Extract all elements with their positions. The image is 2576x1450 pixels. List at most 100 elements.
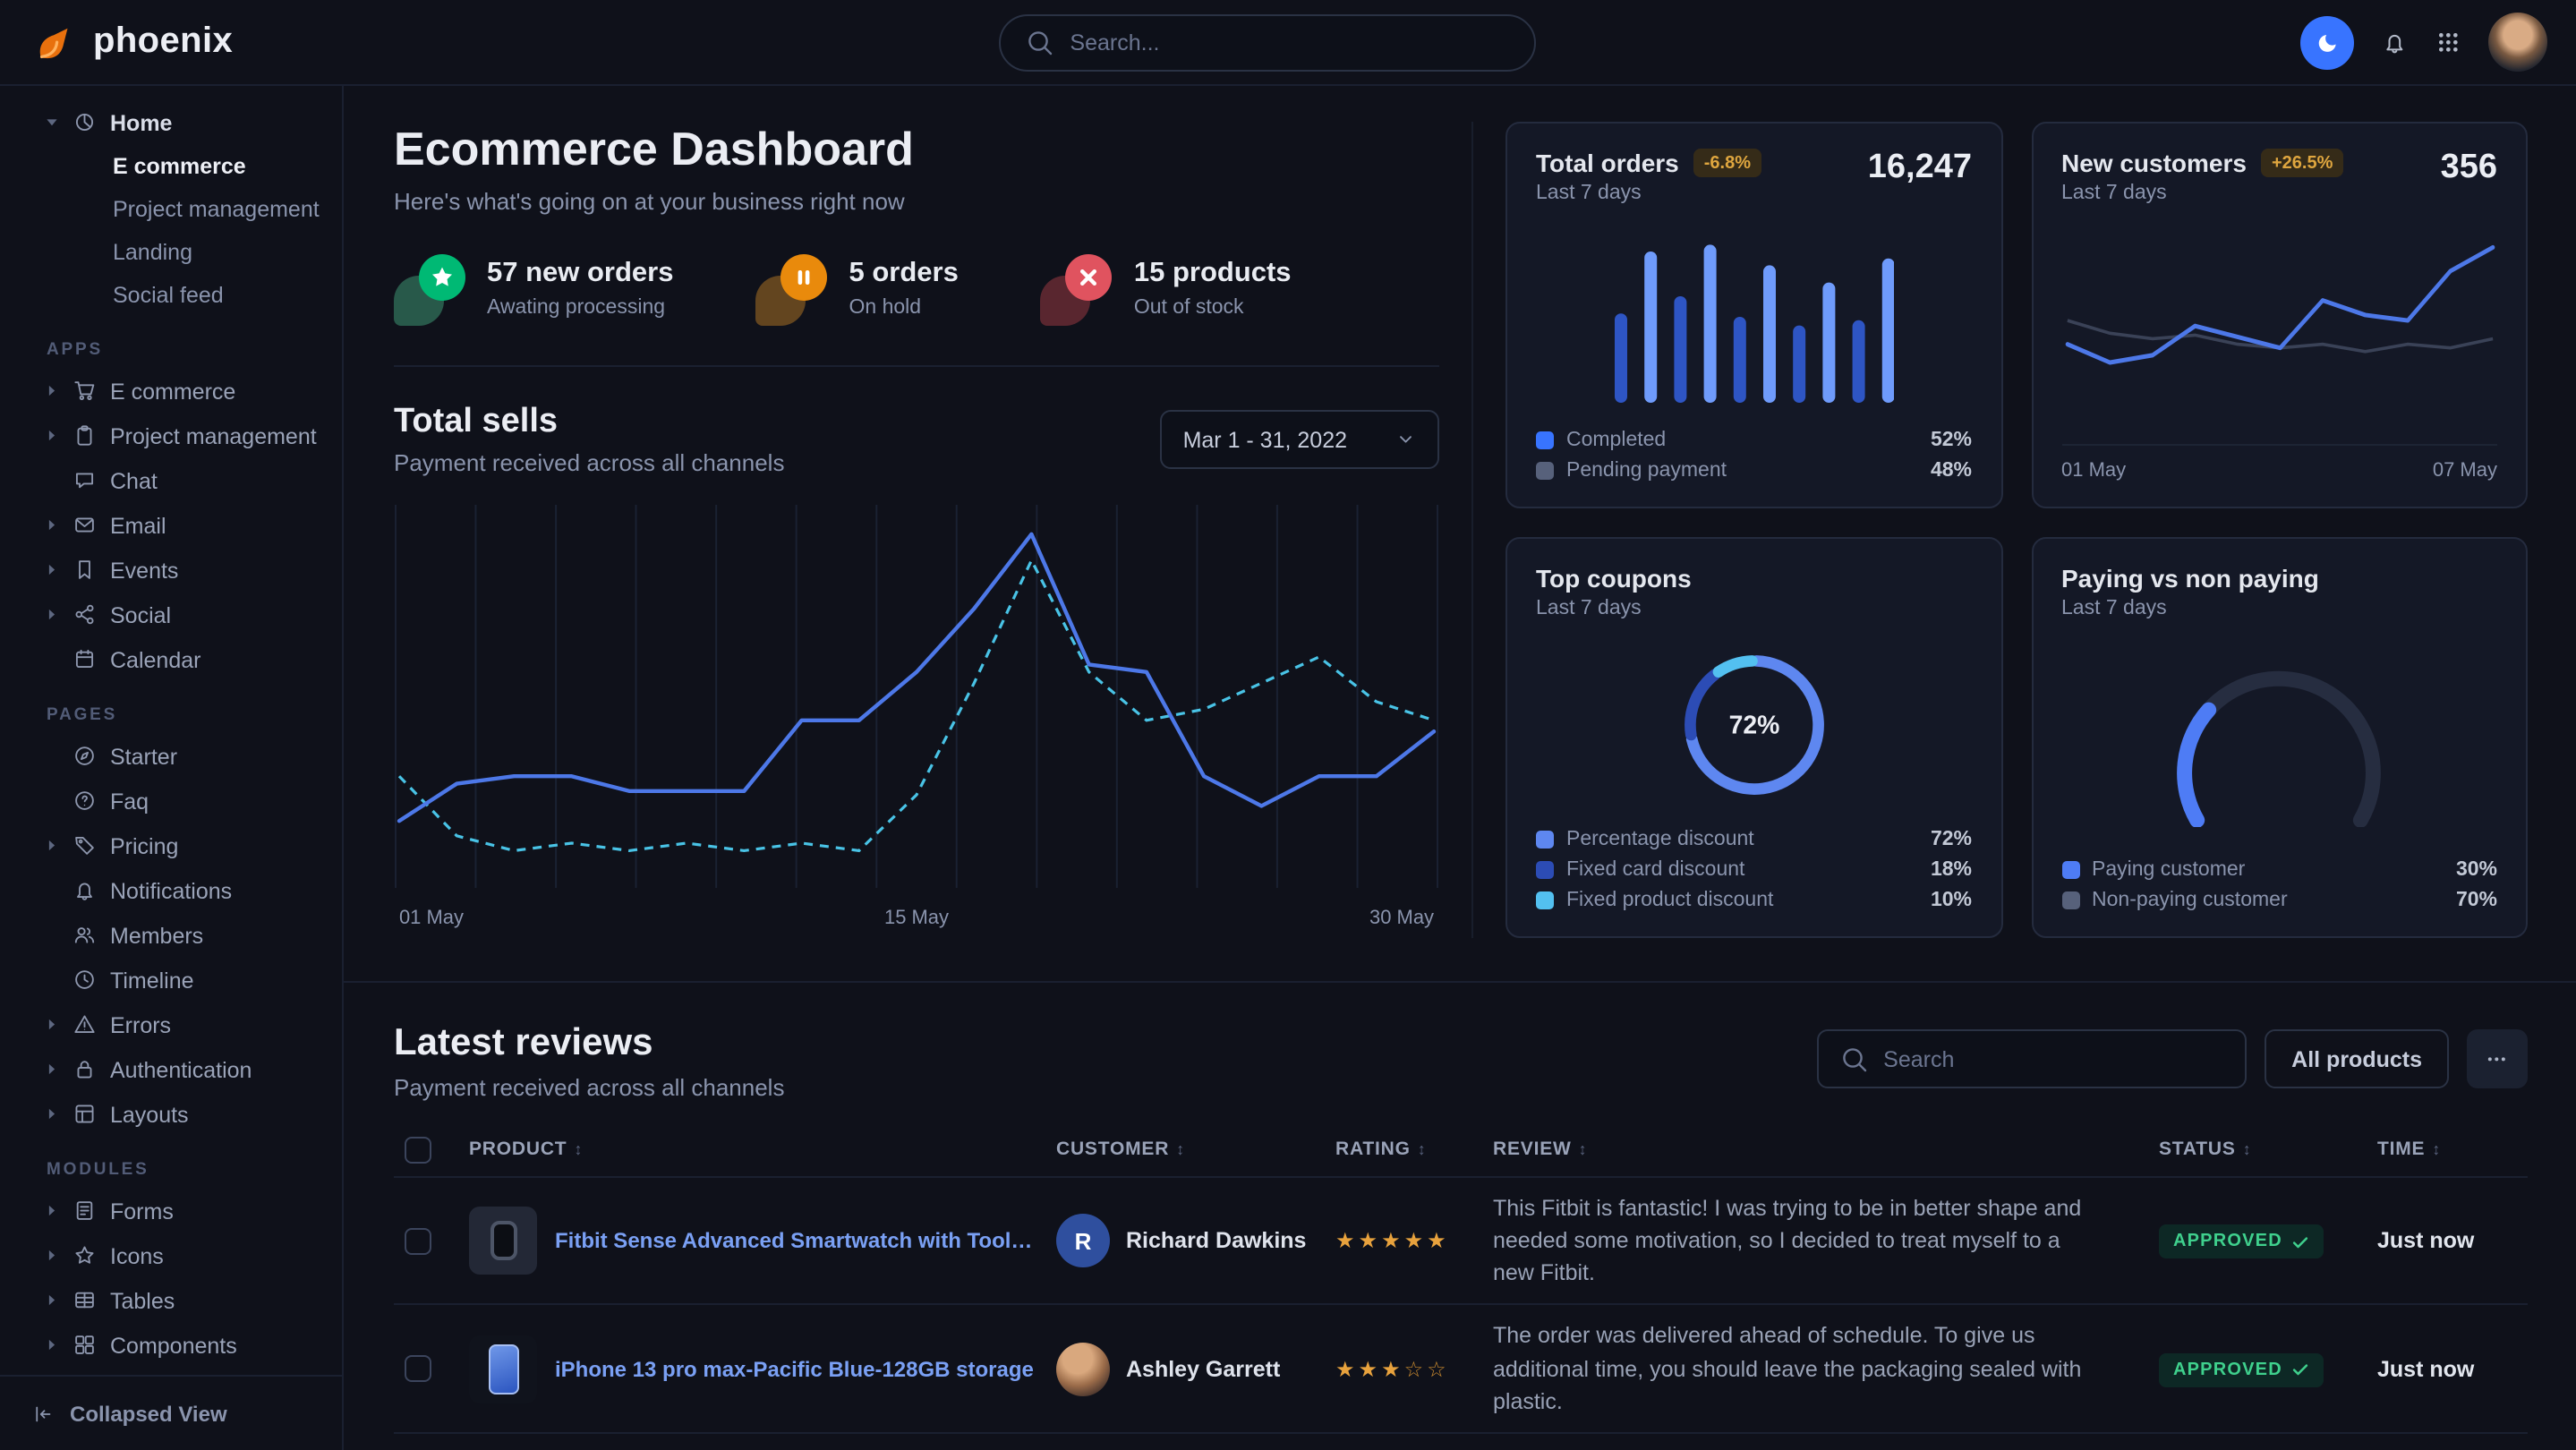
sidebar-item-label: Tables xyxy=(110,1288,175,1313)
sidebar-subitem-e-commerce[interactable]: E commerce xyxy=(0,145,342,188)
topbar-actions xyxy=(2301,13,2547,72)
table-icon xyxy=(73,1290,96,1312)
star-filled-icon: ★ xyxy=(1381,1228,1404,1253)
product-link[interactable]: Fitbit Sense Advanced Smartwatch with To… xyxy=(555,1228,1042,1253)
sidebar-item-faq[interactable]: Faq xyxy=(0,779,342,823)
column-header-customer[interactable]: CUSTOMER↕ xyxy=(1056,1139,1321,1160)
brand[interactable]: phoenix xyxy=(32,19,233,65)
sidebar-item-icons[interactable]: Icons xyxy=(0,1233,342,1278)
date-range-select[interactable]: Mar 1 - 31, 2022 xyxy=(1160,410,1439,469)
global-search[interactable] xyxy=(998,13,1535,71)
star-filled-icon: ★ xyxy=(1359,1356,1382,1381)
legend-value: 72% xyxy=(1931,829,1972,850)
reviews-header: Latest reviews Payment received across a… xyxy=(394,1022,2528,1101)
review-text: This Fitbit is fantastic! I was trying t… xyxy=(1493,1192,2145,1290)
sidebar-item-timeline[interactable]: Timeline xyxy=(0,958,342,1002)
notifications-button[interactable] xyxy=(2384,30,2408,55)
column-header-time[interactable]: TIME↕ xyxy=(2377,1139,2528,1160)
sidebar-item-tables[interactable]: Tables xyxy=(0,1278,342,1323)
sidebar-item-layouts[interactable]: Layouts xyxy=(0,1092,342,1137)
stat-out-of-stock: 15 productsOut of stock xyxy=(1041,254,1292,326)
new-customers-title: New customers xyxy=(2061,149,2247,177)
column-header-review[interactable]: REVIEW↕ xyxy=(1493,1139,2145,1160)
status-badge: APPROVED xyxy=(2159,1352,2324,1386)
sidebar-item-starter[interactable]: Starter xyxy=(0,734,342,779)
sidebar-item-label: Starter xyxy=(110,744,177,769)
stat-on-hold: 5 ordersOn hold xyxy=(756,254,959,326)
brand-name: phoenix xyxy=(93,21,233,63)
star-filled-icon: ★ xyxy=(1359,1228,1382,1253)
row-checkbox[interactable] xyxy=(405,1227,431,1254)
row-checkbox[interactable] xyxy=(405,1355,431,1382)
user-avatar-button[interactable] xyxy=(2488,13,2547,72)
layout-icon xyxy=(73,1104,96,1126)
product-link[interactable]: iPhone 13 pro max-Pacific Blue-128GB sto… xyxy=(555,1356,1034,1381)
sidebar-subitem-social-feed[interactable]: Social feed xyxy=(0,274,342,317)
star-filled-icon: ★ xyxy=(1335,1228,1359,1253)
sidebar-item-label: Members xyxy=(110,923,203,948)
stat-value: 15 products xyxy=(1134,258,1292,290)
stat-text: 15 productsOut of stock xyxy=(1134,258,1292,322)
components-icon xyxy=(73,1335,96,1357)
sidebar-item-authentication[interactable]: Authentication xyxy=(0,1047,342,1092)
sidebar-item-notifications[interactable]: Notifications xyxy=(0,868,342,913)
select-all-checkbox[interactable] xyxy=(405,1136,431,1163)
legend-swatch xyxy=(1536,861,1554,879)
theme-toggle-button[interactable] xyxy=(2301,15,2355,69)
coupons-legend: Percentage discount72%Fixed card discoun… xyxy=(1536,829,1972,911)
sidebar-item-chat[interactable]: Chat xyxy=(0,458,342,503)
more-options-button[interactable] xyxy=(2467,1029,2528,1088)
star-filled-icon: ★ xyxy=(1404,1228,1428,1253)
collapsed-view-toggle[interactable]: Collapsed View xyxy=(0,1375,342,1450)
sidebar-item-label: Icons xyxy=(110,1243,164,1268)
sidebar-item-components[interactable]: Components xyxy=(0,1323,342,1368)
sidebar-item-project-management[interactable]: Project management xyxy=(0,414,342,458)
sidebar-item-forms[interactable]: Forms xyxy=(0,1189,342,1233)
legend-value: 52% xyxy=(1931,430,1972,451)
sidebar-item-email[interactable]: Email xyxy=(0,503,342,548)
sort-icon: ↕ xyxy=(1418,1140,1427,1158)
sidebar-item-errors[interactable]: Errors xyxy=(0,1002,342,1047)
sidebar-section-pages: PAGES xyxy=(47,705,342,725)
sidebar-item-members[interactable]: Members xyxy=(0,913,342,958)
sidebar-item-home[interactable]: Home xyxy=(0,100,342,145)
product-thumbnail xyxy=(469,1335,537,1403)
sidebar-subitem-project-management[interactable]: Project management xyxy=(0,188,342,231)
total-sells-subtitle: Payment received across all channels xyxy=(394,449,784,476)
apps-grid-button[interactable] xyxy=(2435,30,2460,55)
paying-title: Paying vs non paying xyxy=(2061,564,2319,593)
sidebar-item-social[interactable]: Social xyxy=(0,593,342,637)
sidebar-item-e-commerce[interactable]: E commerce xyxy=(0,369,342,414)
review-row: iPhone 13 pro max-Pacific Blue-128GB sto… xyxy=(394,1304,2528,1432)
sort-icon: ↕ xyxy=(574,1140,583,1158)
new-customers-axis: 01 May 07 May xyxy=(2061,444,2497,482)
column-header-rating[interactable]: RATING↕ xyxy=(1335,1139,1479,1160)
chevron-down-icon xyxy=(1394,429,1416,451)
legend-label: Fixed product discount xyxy=(1566,890,1773,911)
stat-icon-wrap xyxy=(394,254,465,326)
stat-text: 57 new ordersAwating processing xyxy=(487,258,674,322)
global-search-input[interactable] xyxy=(1070,30,1508,55)
product-thumbnail xyxy=(469,1207,537,1275)
sidebar-item-calendar[interactable]: Calendar xyxy=(0,637,342,682)
svg-text:30 May: 30 May xyxy=(1369,906,1434,928)
sidebar: HomeE commerceProject managementLandingS… xyxy=(0,86,344,1450)
sidebar-subitem-landing[interactable]: Landing xyxy=(0,231,342,274)
all-products-button[interactable]: All products xyxy=(2265,1029,2449,1088)
status-badge: APPROVED xyxy=(2159,1224,2324,1258)
page-title: Ecommerce Dashboard xyxy=(394,122,1439,177)
column-header-product[interactable]: PRODUCT↕ xyxy=(469,1139,1042,1160)
legend-value: 18% xyxy=(1931,859,1972,881)
total-orders-trend-badge: -6.8% xyxy=(1693,149,1761,177)
sidebar-item-events[interactable]: Events xyxy=(0,548,342,593)
sidebar-section-modules: MODULES xyxy=(47,1160,342,1180)
check-icon xyxy=(2291,1360,2309,1378)
orders-legend-item: Pending payment48% xyxy=(1536,460,1972,482)
reviews-search-input[interactable] xyxy=(1883,1046,2223,1071)
sidebar-item-pricing[interactable]: Pricing xyxy=(0,823,342,868)
new-customers-value: 356 xyxy=(2441,149,2497,188)
sidebar-item-label: Timeline xyxy=(110,968,194,993)
column-header-status[interactable]: STATUS↕ xyxy=(2159,1139,2363,1160)
rating-stars: ★★★★★ xyxy=(1335,1228,1479,1253)
reviews-search[interactable] xyxy=(1817,1029,2247,1088)
